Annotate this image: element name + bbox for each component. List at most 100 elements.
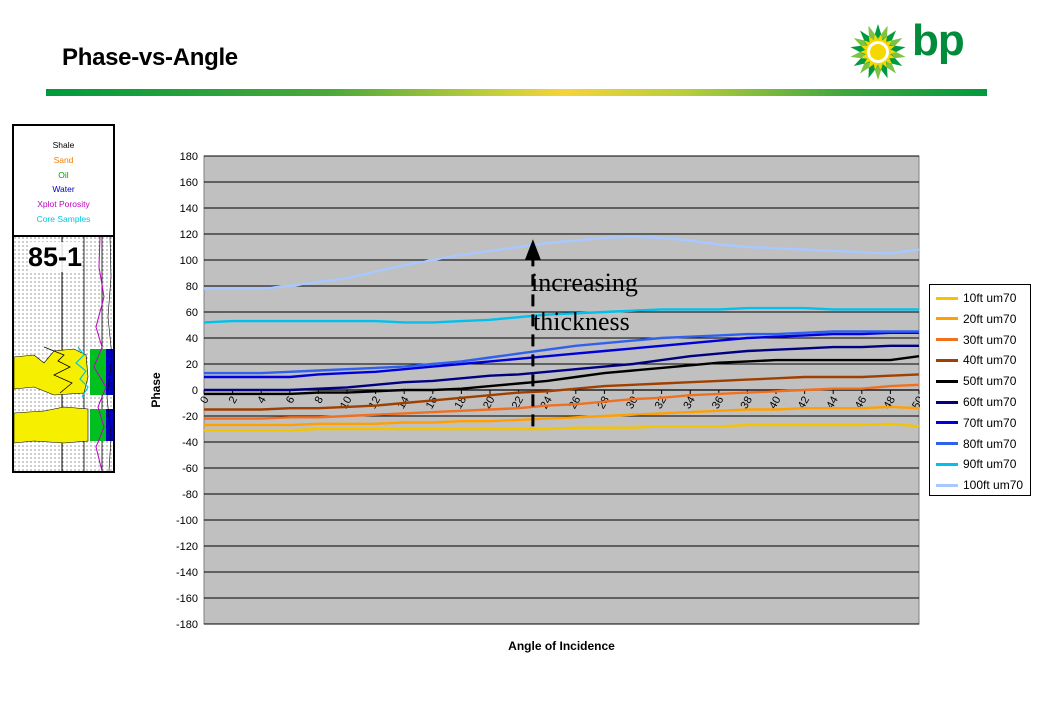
legend-swatch <box>936 421 958 425</box>
x-axis-label: Angle of Incidence <box>508 639 615 653</box>
series-line-90ft-um70 <box>203 306 919 324</box>
x-tick-label: 42 <box>796 395 813 412</box>
legend-entry: 100ft um70 <box>936 476 1023 494</box>
thickness-arrow <box>524 239 541 427</box>
series-line-60ft-um70 <box>204 344 919 392</box>
x-tick-label: 34 <box>681 395 698 412</box>
series-line-100ft-um70 <box>204 235 920 290</box>
logo-petal-inner <box>883 40 892 48</box>
x-tick-label: 16 <box>424 395 441 412</box>
legend-label: 90ft um70 <box>963 457 1017 472</box>
x-tick-label: 38 <box>738 395 755 412</box>
legend-label: 70ft um70 <box>963 415 1017 430</box>
legend-entry: 50ft um70 <box>936 372 1016 390</box>
logo-petal-inner <box>864 56 873 64</box>
logo-petal-inner <box>873 61 880 70</box>
legend-swatch <box>936 358 958 362</box>
logo-wordmark: bp <box>912 16 965 65</box>
x-tick-label: 0 <box>198 395 211 406</box>
y-tick-label: 160 <box>180 177 198 189</box>
legend-swatch <box>936 442 958 446</box>
x-tick-label: 6 <box>284 395 297 406</box>
y-tick-label: -140 <box>176 567 198 579</box>
legend-entry: 20ft um70 <box>936 310 1016 328</box>
legend-entry: 10ft um70 <box>936 289 1016 307</box>
chart-legend: 10ft um70 20ft um70 30ft um70 40ft um70 50ft… <box>929 284 1031 496</box>
legend-xplot-porosity: Xplot Porosity <box>37 199 90 210</box>
legend-label: 10ft um70 <box>963 291 1017 305</box>
legend-entry: 90ft um70 <box>936 455 1016 473</box>
y-tick-label: 180 <box>180 151 198 163</box>
y-axis-label: Phase <box>149 372 163 408</box>
logo-petal-inner <box>864 40 873 48</box>
y-tick-label: 140 <box>180 203 198 215</box>
x-tick-label: 40 <box>767 395 784 412</box>
legend-entry: 70ft um70 <box>936 414 1016 432</box>
legend-label: 60ft um70 <box>963 395 1017 409</box>
y-tick-label: -80 <box>182 489 198 501</box>
y-tick-label: -160 <box>176 593 198 605</box>
y-tick-label: 80 <box>186 281 198 293</box>
y-tick-label: -120 <box>176 541 198 553</box>
legend-label: 30ft um70 <box>963 332 1017 347</box>
legend-label: 20ft um70 <box>963 311 1017 326</box>
legend-swatch <box>936 483 958 487</box>
x-tick-label: 44 <box>824 395 841 412</box>
x-tick-label: 4 <box>255 395 268 406</box>
series-line-80ft-um70 <box>204 330 919 375</box>
legend-label: 100ft um70 <box>963 478 1024 493</box>
series-line-30ft-um70 <box>204 383 920 420</box>
legend-swatch <box>936 296 958 300</box>
legend-entry: 80ft um70 <box>936 435 1016 453</box>
well-log-track <box>14 237 113 471</box>
legend-entry: 40ft um70 <box>936 351 1016 369</box>
y-tick-label: -40 <box>182 437 198 449</box>
x-tick-label: 36 <box>710 395 727 412</box>
legend-swatch <box>936 338 958 342</box>
y-tick-label: 40 <box>186 333 198 345</box>
series-line-70ft-um70 <box>204 331 919 379</box>
slide-title: Phase-vs-Angle <box>62 44 238 71</box>
well-divider <box>14 235 113 237</box>
logo-petal-inner <box>860 49 868 55</box>
well-label: 85-1 <box>28 242 83 272</box>
legend-oil: Oil <box>58 169 69 180</box>
legend-label: 80ft um70 <box>963 436 1017 451</box>
legend-entry: 30ft um70 <box>936 331 1016 349</box>
logo-petal-inner <box>883 56 892 64</box>
legend-swatch <box>936 462 958 466</box>
x-tick-label: 20 <box>481 395 498 412</box>
legend-shale: Shale <box>52 140 75 150</box>
series-line-50ft-um70 <box>204 355 920 396</box>
legend-sand: Sand <box>53 154 74 165</box>
x-tick-label: 2 <box>227 395 240 406</box>
x-tick-label: 8 <box>313 395 326 406</box>
helios-icon <box>850 24 906 80</box>
x-tick-label: 26 <box>567 395 584 412</box>
legend-entry: 60ft um70 <box>936 393 1016 411</box>
y-tick-label: 60 <box>186 307 198 319</box>
annotation-line-2: thickness <box>533 307 630 336</box>
y-tick-label: -20 <box>182 411 198 423</box>
series-line-40ft-um70 <box>204 373 920 411</box>
arrow-head <box>524 239 541 260</box>
header-divider <box>46 89 987 96</box>
well-legend: Shale Sand Oil Water Xplot Porosity Core… <box>14 138 113 227</box>
series-lines <box>203 235 920 432</box>
logo-petal-inner <box>873 34 880 43</box>
legend-swatch <box>936 400 958 404</box>
y-tick-label: -100 <box>176 515 198 527</box>
annotation-line-1: increasing <box>531 268 638 297</box>
legend-water: Water <box>52 184 75 195</box>
legend-label: 50ft um70 <box>963 374 1017 389</box>
series-line-10ft-um70 <box>204 422 920 432</box>
bp-logo: bp <box>848 16 968 82</box>
series-line-20ft-um70 <box>204 405 920 427</box>
y-tick-label: 0 <box>192 385 198 397</box>
y-tick-label: 120 <box>180 229 198 241</box>
y-axis-ticks: 180 160 140 120 100 80 60 40 20 0 -20 -40 -60 -80 -100… <box>176 151 198 631</box>
y-tick-label: -180 <box>176 619 198 631</box>
y-tick-label: -60 <box>182 463 198 475</box>
well-log-panel: Shale Sand Oil Water Xplot Porosity Core… <box>12 124 115 473</box>
legend-core-samples: Core Samples <box>36 213 91 224</box>
